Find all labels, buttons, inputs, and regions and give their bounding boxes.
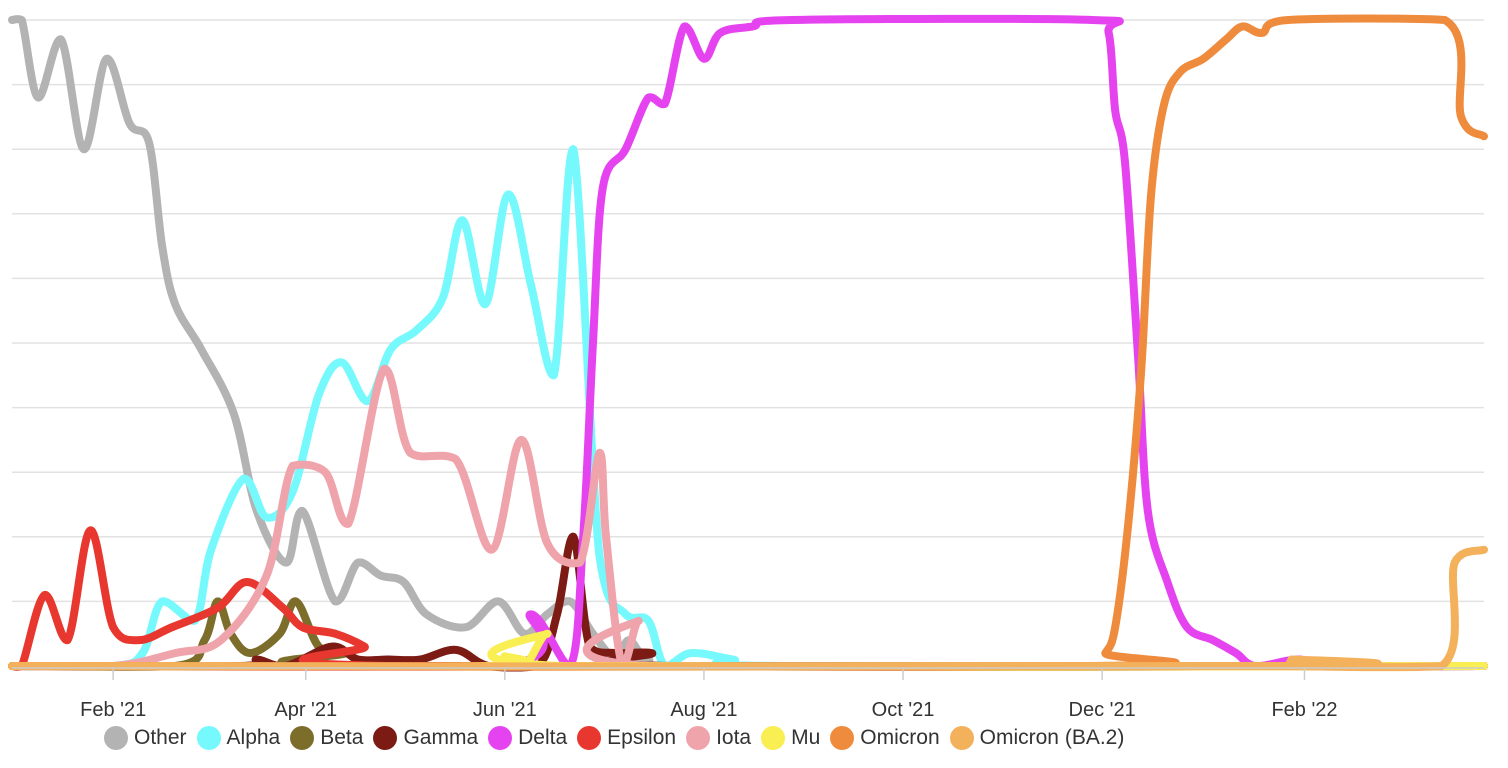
x-tick-label: Dec '21 [1069,699,1136,721]
legend: Other Alpha Beta Gamma Delta Epsilon Iota Mu Omi… [104,726,1134,750]
legend-item-omicron-ba-2[interactable]: Omicron (BA.2) [949,726,1125,750]
legend-swatch [373,726,398,750]
series-lines [8,14,1488,672]
legend-item-mu[interactable]: Mu [761,726,820,750]
legend-label: Iota [716,726,752,749]
series-line-delta[interactable] [8,14,1488,671]
legend-swatch [830,726,855,750]
legend-swatch [686,726,711,750]
x-tick-label: Aug '21 [670,699,737,721]
legend-swatch [761,726,786,750]
x-tick-label: Jun '21 [473,699,537,721]
legend-item-alpha[interactable]: Alpha [196,726,281,750]
legend-label: Omicron (BA.2) [979,726,1125,749]
legend-item-epsilon[interactable]: Epsilon [577,726,676,750]
x-tick-label: Oct '21 [872,699,935,721]
series-line-alpha[interactable] [8,145,1488,671]
legend-label: Omicron [860,726,940,749]
x-axis-ticks: Feb '21 Apr '21 Jun '21 Aug '21 Oct '21 Dec '… [80,668,1338,721]
legend-item-iota[interactable]: Iota [686,726,751,750]
legend-item-omicron[interactable]: Omicron [830,726,940,750]
legend-swatch [488,726,513,750]
legend-swatch [949,726,974,750]
legend-swatch [104,726,128,750]
legend-label: Gamma [403,726,479,749]
legend-item-gamma[interactable]: Gamma [373,726,478,750]
legend-label: Mu [791,726,821,749]
gridlines [12,19,1484,603]
x-tick-label: Feb '22 [1271,699,1337,721]
legend-label: Alpha [226,726,281,749]
legend-label: Other [134,726,187,749]
legend-label: Epsilon [607,726,677,749]
x-tick-label: Feb '21 [80,699,146,721]
legend-label: Beta [320,726,364,749]
series-line-iota[interactable] [8,364,1488,671]
legend-item-other[interactable]: Other [104,726,187,750]
legend-swatch [577,726,602,750]
legend-item-beta[interactable]: Beta [290,726,363,750]
legend-swatch [290,726,315,750]
series-line-epsilon[interactable] [8,526,1488,671]
legend-swatch [196,726,221,750]
series-line-omicron-ba-2[interactable] [8,545,1488,672]
legend-item-delta[interactable]: Delta [488,726,567,750]
legend-label: Delta [518,726,568,749]
x-tick-label: Apr '21 [274,699,337,721]
